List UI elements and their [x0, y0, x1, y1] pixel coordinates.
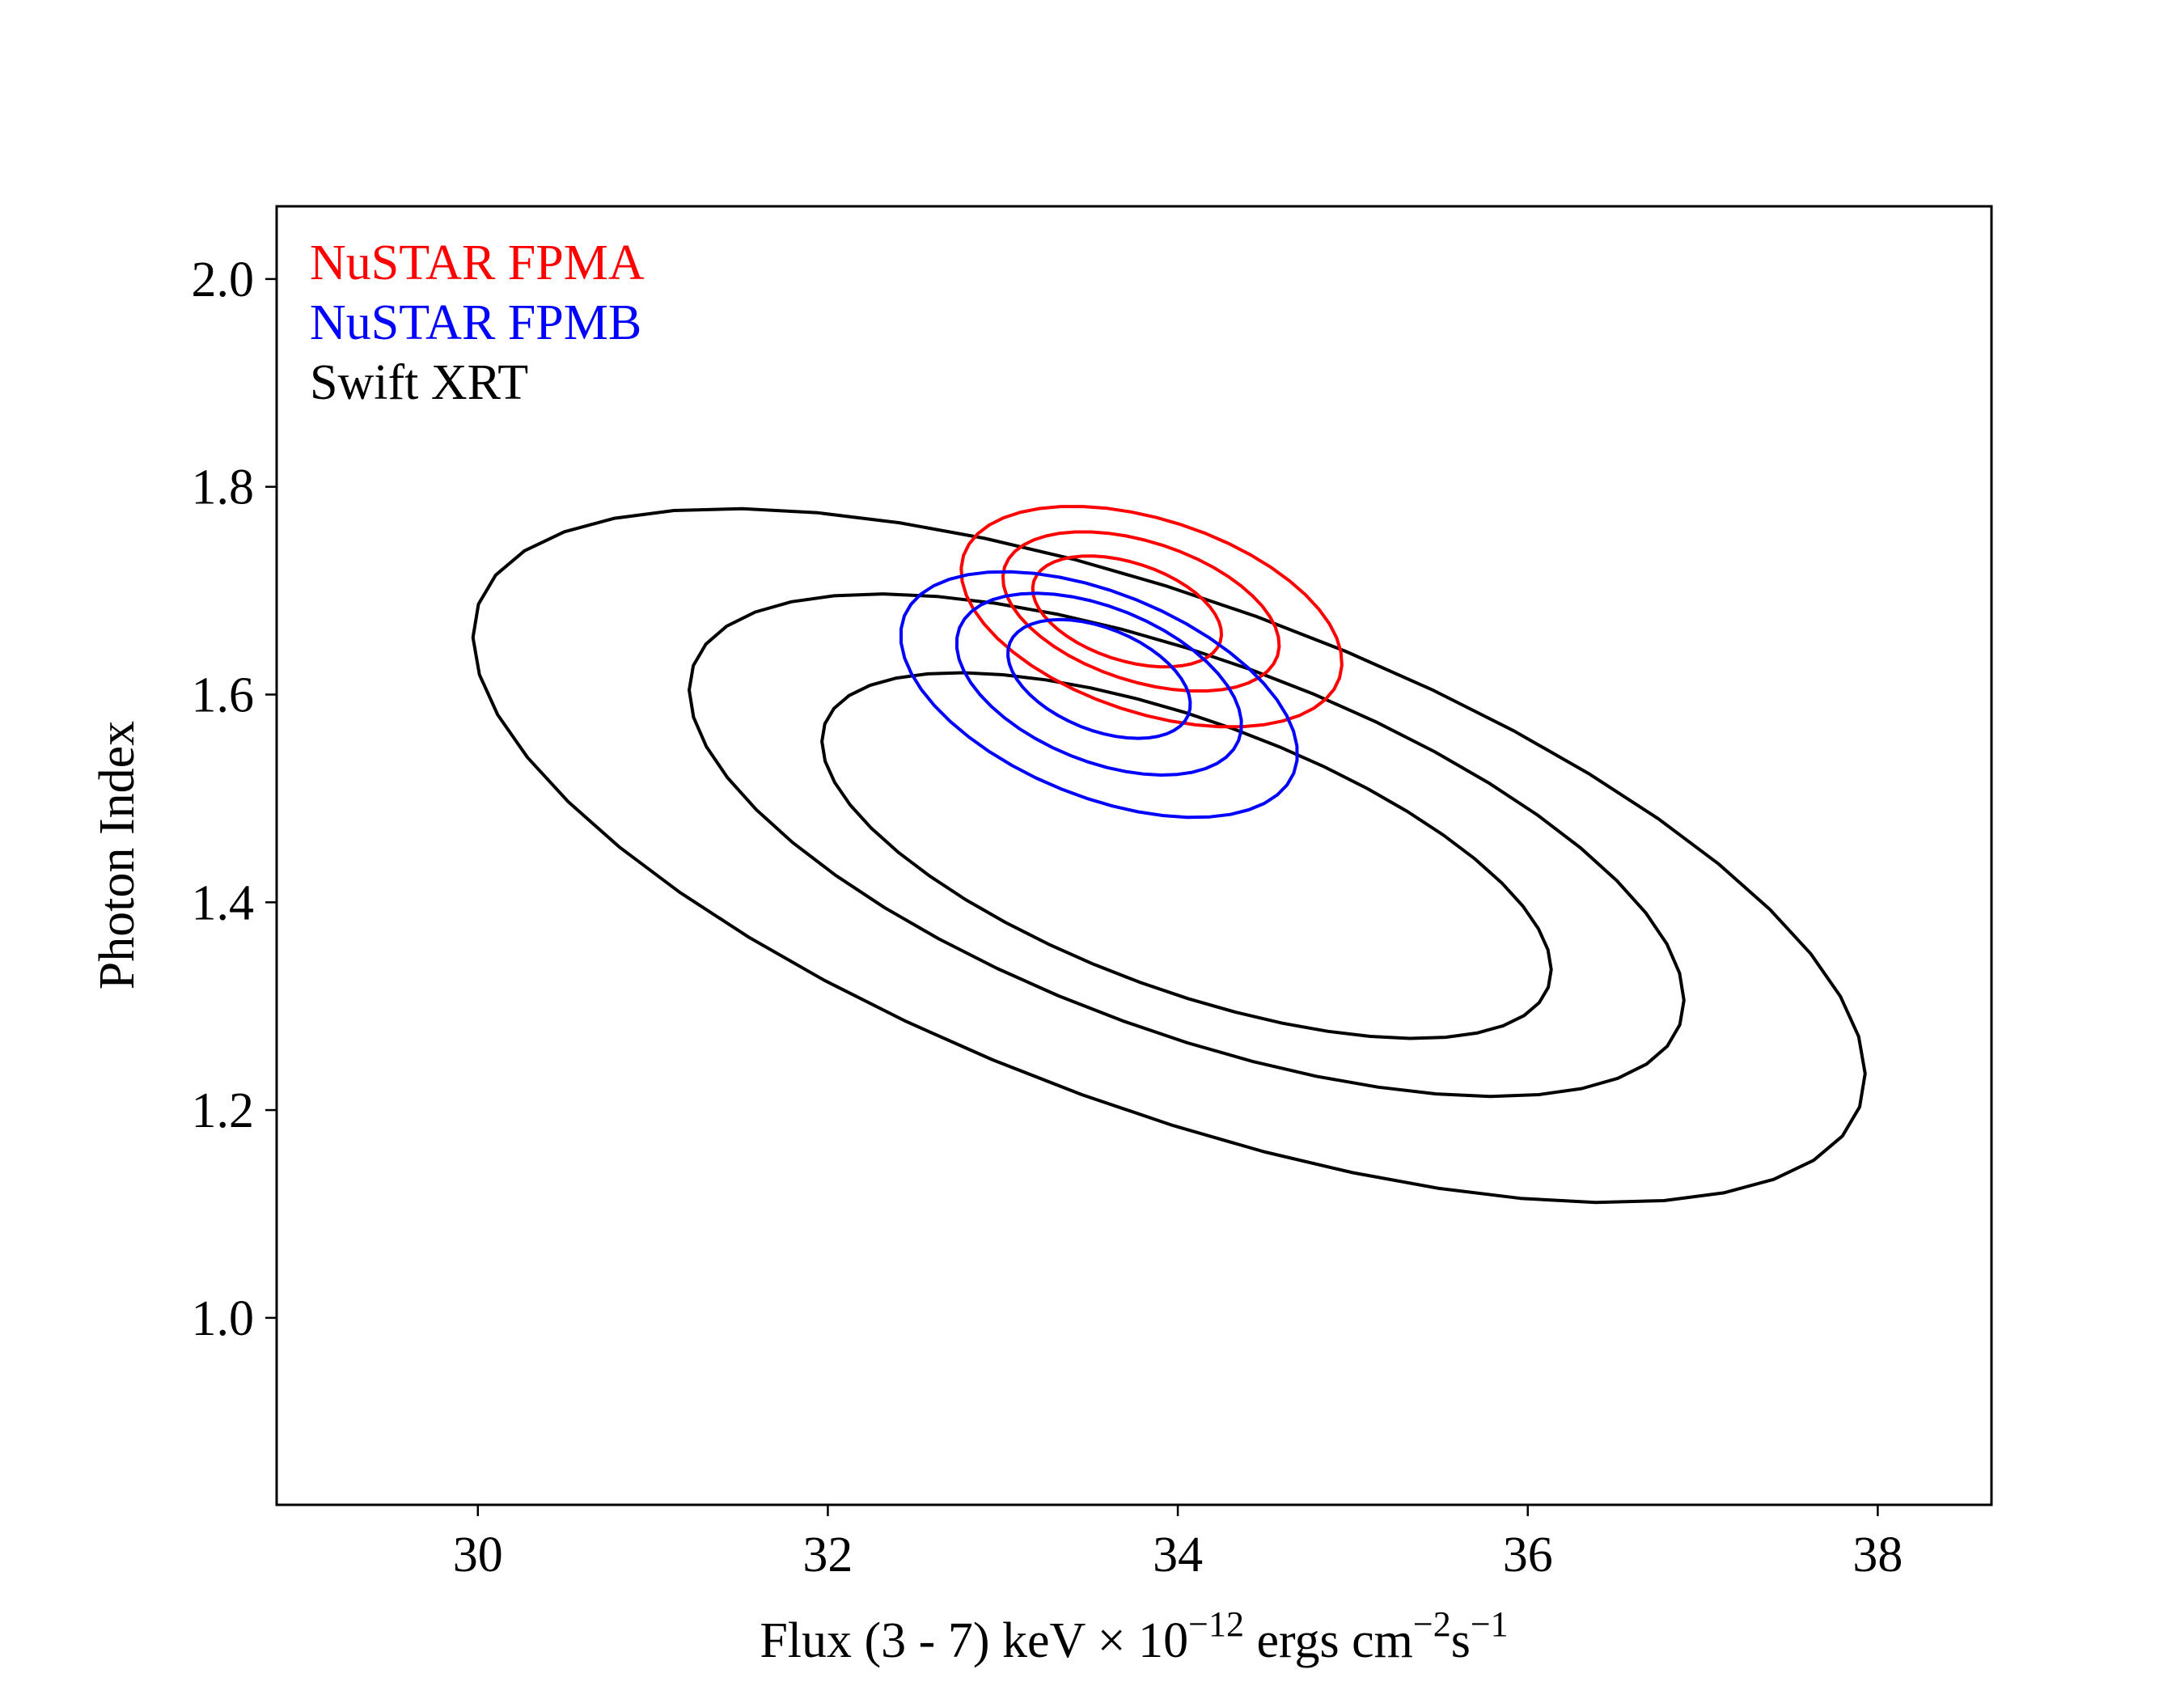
x-tick-label: 30	[453, 1527, 503, 1582]
x-axis-ticks: 30 32 34 36 38	[453, 1505, 1903, 1582]
x-axis-label-exponent-1: −12	[1188, 1604, 1244, 1644]
x-axis-label-exponent-2: −2	[1413, 1604, 1451, 1644]
x-axis-label-main: Flux (3 - 7) keV × 10	[760, 1613, 1188, 1668]
x-axis-label: Flux (3 - 7) keV × 10−12 ergs cm−2s−1	[760, 1604, 1508, 1668]
x-axis-label-units: ergs cm	[1244, 1613, 1413, 1668]
contour-swift-xrt	[820, 671, 1553, 1040]
contour-layer	[471, 505, 1867, 1205]
contour-nustar-fpmb	[1006, 617, 1192, 740]
plot-frame	[275, 205, 1993, 1506]
contour-swift-xrt	[688, 592, 1686, 1099]
x-axis-label-exponent-3: −1	[1471, 1604, 1509, 1644]
contour-nustar-fpmb	[899, 570, 1299, 820]
x-axis-label-units-2: s	[1451, 1613, 1471, 1668]
y-axis-label: Photon Index	[90, 721, 145, 989]
y-axis-ticks: 1.0 1.2 1.4 1.6 1.8 2.0	[192, 252, 277, 1346]
y-tick-label: 1.4	[192, 875, 255, 930]
y-tick-label: 2.0	[192, 252, 255, 307]
legend-entry-swift-xrt: Swift XRT	[310, 355, 528, 410]
contour-nustar-fpma	[1031, 554, 1223, 669]
contour-swift-xrt	[471, 506, 1867, 1205]
x-tick-label: 36	[1503, 1527, 1553, 1582]
y-tick-label: 1.0	[192, 1291, 255, 1346]
x-tick-label: 34	[1153, 1527, 1203, 1582]
legend-entry-nustar-fpma: NuSTAR FPMA	[310, 235, 645, 290]
y-tick-label: 1.8	[192, 460, 255, 515]
x-tick-label: 38	[1852, 1527, 1903, 1582]
contour-nustar-fpma	[1001, 530, 1281, 693]
x-tick-label: 32	[802, 1527, 853, 1582]
legend-entry-nustar-fpmb: NuSTAR FPMB	[310, 295, 641, 350]
y-tick-label: 1.6	[192, 667, 255, 722]
contour-nustar-fpmb	[954, 591, 1243, 777]
contour-nustar-fpma	[959, 505, 1344, 729]
y-tick-label: 1.2	[192, 1083, 255, 1138]
